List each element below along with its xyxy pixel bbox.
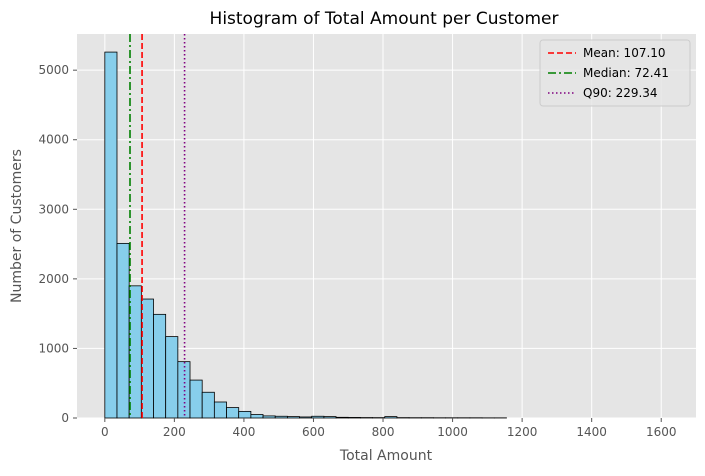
y-tick-label: 2000	[38, 272, 69, 286]
chart-title: Histogram of Total Amount per Customer	[210, 9, 559, 29]
y-tick-label: 5000	[38, 63, 69, 77]
y-tick-label: 3000	[38, 202, 69, 216]
x-axis-label: Total Amount	[339, 448, 433, 464]
x-tick-label: 800	[372, 425, 395, 439]
histogram-bar	[287, 417, 299, 418]
legend-label: Median: 72.41	[583, 66, 669, 80]
histogram-bar	[263, 416, 275, 418]
histogram-bar	[190, 380, 202, 418]
histogram-bar	[251, 415, 263, 418]
histogram-bar	[227, 408, 239, 418]
histogram-bar	[385, 417, 397, 418]
histogram-bar	[300, 417, 312, 418]
x-axis-ticks: 0 200 400 600 800 1000 1200 1400 1600	[101, 418, 676, 439]
legend: Mean: 107.10 Median: 72.41 Q90: 229.34	[540, 40, 690, 106]
x-tick-label: 1400	[576, 425, 607, 439]
y-tick-label: 1000	[38, 341, 69, 355]
histogram-bar	[154, 314, 166, 418]
y-axis-label: Number of Customers	[9, 149, 25, 303]
y-tick-label: 0	[61, 411, 69, 425]
histogram-bar	[105, 52, 117, 418]
x-tick-label: 600	[302, 425, 325, 439]
x-tick-label: 1000	[437, 425, 468, 439]
x-tick-label: 200	[163, 425, 186, 439]
histogram-bar	[117, 243, 129, 418]
histogram-bar	[141, 299, 153, 418]
histogram-bar	[214, 402, 226, 418]
x-tick-label: 0	[101, 425, 109, 439]
x-tick-label: 1600	[646, 425, 677, 439]
histogram-bar	[202, 392, 214, 418]
histogram-bar	[336, 417, 348, 418]
x-tick-label: 400	[232, 425, 255, 439]
histogram-bar	[348, 417, 360, 418]
histogram-bar	[166, 337, 178, 418]
legend-label: Q90: 229.34	[583, 86, 658, 100]
y-axis-ticks: 0 1000 2000 3000 4000 5000	[38, 63, 77, 425]
histogram-bar	[312, 416, 324, 418]
legend-label: Mean: 107.10	[583, 46, 666, 60]
histogram-bar	[275, 416, 287, 418]
histogram-bar	[324, 417, 336, 418]
histogram-bar	[239, 411, 251, 418]
y-tick-label: 4000	[38, 133, 69, 147]
x-tick-label: 1200	[507, 425, 538, 439]
histogram-bar	[129, 286, 141, 418]
